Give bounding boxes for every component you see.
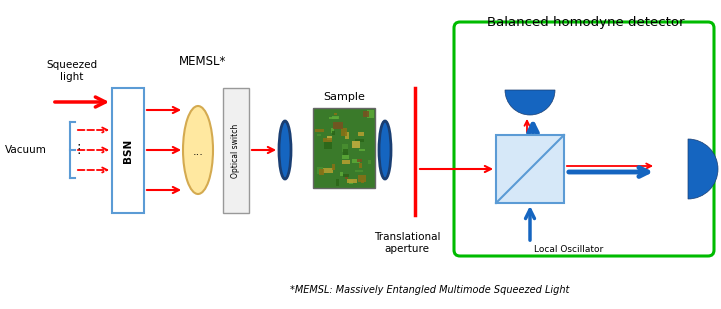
- Text: Vacuum: Vacuum: [5, 145, 47, 155]
- Text: ...: ...: [193, 147, 203, 157]
- Bar: [324, 142, 332, 149]
- Text: Translational
aperture: Translational aperture: [373, 232, 441, 254]
- Bar: [361, 180, 364, 183]
- Bar: [327, 136, 332, 140]
- Bar: [359, 149, 365, 151]
- Bar: [340, 172, 343, 176]
- Bar: [342, 160, 350, 164]
- Text: Balanced homodyne detector: Balanced homodyne detector: [487, 16, 685, 29]
- Bar: [336, 180, 340, 186]
- Text: Sample: Sample: [323, 92, 365, 102]
- Text: Local Oscillator: Local Oscillator: [534, 245, 603, 254]
- Text: ⋮: ⋮: [73, 143, 85, 156]
- Bar: [345, 174, 348, 179]
- Bar: [315, 129, 324, 132]
- Bar: [319, 169, 324, 175]
- FancyBboxPatch shape: [454, 22, 714, 256]
- Bar: [496, 135, 564, 203]
- Wedge shape: [688, 139, 718, 199]
- Bar: [363, 111, 369, 117]
- Bar: [342, 155, 350, 159]
- Bar: [112, 88, 144, 213]
- Text: Squeezed
light: Squeezed light: [46, 60, 97, 82]
- Bar: [359, 163, 363, 168]
- Bar: [332, 116, 339, 119]
- Text: MEMSL*: MEMSL*: [180, 55, 226, 68]
- Bar: [223, 88, 249, 213]
- Ellipse shape: [183, 106, 213, 194]
- Bar: [341, 128, 348, 136]
- Bar: [332, 131, 335, 135]
- Ellipse shape: [379, 121, 391, 179]
- Bar: [348, 180, 357, 183]
- Bar: [358, 132, 364, 136]
- Text: Optical switch: Optical switch: [231, 123, 241, 178]
- Bar: [356, 159, 362, 162]
- Bar: [352, 142, 360, 147]
- Ellipse shape: [279, 121, 291, 179]
- Bar: [317, 134, 321, 137]
- Wedge shape: [505, 90, 555, 115]
- Bar: [345, 132, 349, 139]
- Bar: [355, 139, 364, 142]
- Bar: [323, 168, 332, 173]
- Bar: [322, 138, 332, 142]
- Text: *MEMSL: Massively Entangled Multimode Squeezed Light: *MEMSL: Massively Entangled Multimode Sq…: [290, 285, 570, 295]
- Bar: [331, 128, 334, 133]
- Bar: [367, 110, 373, 118]
- Bar: [317, 167, 323, 174]
- Bar: [332, 164, 335, 170]
- Bar: [333, 122, 342, 129]
- Bar: [343, 149, 348, 155]
- Bar: [343, 174, 349, 177]
- Bar: [348, 180, 353, 184]
- Bar: [329, 117, 338, 119]
- Bar: [342, 144, 348, 152]
- Bar: [352, 159, 360, 163]
- Bar: [355, 170, 363, 172]
- Text: BSN: BSN: [123, 138, 133, 163]
- Bar: [313, 108, 375, 188]
- Bar: [334, 113, 337, 115]
- Bar: [368, 160, 371, 164]
- Bar: [358, 176, 366, 182]
